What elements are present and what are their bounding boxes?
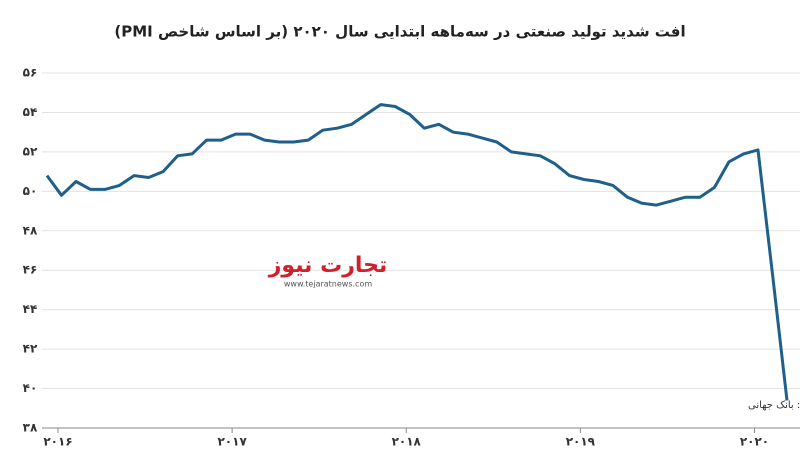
source-note: منبع: بانک جهانی [748, 400, 800, 411]
x-tick-label: ۲۰۱۸ [392, 435, 422, 449]
y-tick-label: ۳۸ [23, 421, 38, 435]
y-tick-label: ۴۴ [23, 302, 38, 316]
watermark-url: www.tejaratnews.com [284, 280, 372, 289]
y-tick-label: ۴۰ [23, 381, 38, 395]
data-line [45, 103, 789, 401]
x-tick-label: ۲۰۱۷ [217, 435, 247, 449]
y-tick-label: ۴۶ [23, 263, 38, 277]
x-tick-label: ۲۰۱۶ [43, 435, 72, 449]
x-tick-label: ۲۰۱۹ [566, 435, 596, 449]
watermark: تجارت نیوز [268, 253, 388, 278]
x-tick-label: ۲۰۲۰ [740, 435, 769, 449]
y-tick-label: ۵۴ [23, 105, 38, 119]
y-tick-label: ۵۰ [23, 184, 38, 198]
y-tick-label: ۴۸ [23, 223, 38, 237]
y-tick-label: ۵۲ [23, 144, 38, 158]
y-tick-label: ۴۲ [23, 342, 38, 356]
chart-title: افت شدید تولید صنعتی در سه‌ماهه ابتدایی … [114, 23, 685, 41]
y-tick-label: ۵۶ [23, 66, 38, 80]
